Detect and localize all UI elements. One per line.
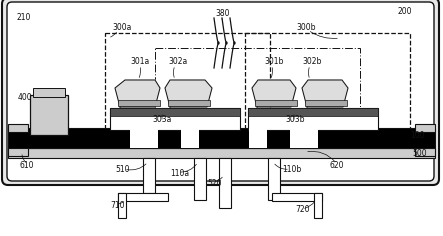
Bar [181, 128, 199, 148]
Polygon shape [165, 80, 212, 107]
Bar [248, 108, 378, 116]
Text: 100: 100 [410, 131, 424, 139]
FancyBboxPatch shape [2, 0, 439, 185]
Bar [255, 100, 297, 106]
Bar [155, 48, 360, 133]
Bar [415, 148, 435, 156]
Bar [415, 124, 435, 132]
Text: 400: 400 [18, 93, 33, 102]
Bar [110, 108, 240, 130]
Bar [168, 100, 210, 106]
Text: 110a: 110a [170, 169, 189, 177]
Text: 380: 380 [215, 8, 229, 17]
Bar [245, 33, 410, 138]
Text: 710: 710 [110, 201, 124, 210]
Text: 303a: 303a [152, 115, 171, 125]
Bar [305, 100, 347, 106]
FancyBboxPatch shape [7, 2, 434, 181]
Bar [118, 193, 126, 218]
Bar [272, 193, 322, 201]
Bar [30, 95, 68, 135]
Text: 620: 620 [330, 160, 345, 169]
Bar [118, 100, 160, 106]
Text: 110b: 110b [282, 165, 301, 174]
Bar [130, 128, 158, 148]
Bar [219, 158, 231, 208]
Bar [268, 158, 280, 200]
Bar [314, 193, 322, 218]
Bar [118, 193, 168, 201]
Text: 610: 610 [20, 160, 35, 169]
Text: 301b: 301b [264, 58, 284, 67]
Bar [8, 148, 435, 158]
Bar [33, 88, 65, 97]
Bar [8, 124, 28, 132]
Text: 510: 510 [115, 165, 129, 174]
Bar [110, 108, 240, 116]
Bar [194, 158, 206, 200]
Bar [290, 128, 318, 148]
Polygon shape [302, 80, 348, 107]
Text: 301a: 301a [130, 58, 149, 67]
Text: 520: 520 [207, 178, 222, 187]
Bar [249, 128, 267, 148]
Text: 300a: 300a [112, 24, 132, 33]
Bar [248, 108, 378, 130]
Text: 302a: 302a [168, 58, 187, 67]
Polygon shape [115, 80, 160, 107]
Text: 720: 720 [295, 206, 310, 215]
Text: 200: 200 [398, 7, 412, 16]
Bar [8, 148, 28, 156]
Polygon shape [252, 80, 296, 107]
Text: 210: 210 [17, 13, 31, 21]
Text: 302b: 302b [302, 58, 321, 67]
Text: 500: 500 [412, 148, 427, 157]
Bar [105, 33, 270, 138]
Bar [8, 128, 435, 148]
Bar [143, 158, 155, 193]
Text: 303b: 303b [285, 115, 304, 125]
Text: 300b: 300b [296, 24, 315, 33]
